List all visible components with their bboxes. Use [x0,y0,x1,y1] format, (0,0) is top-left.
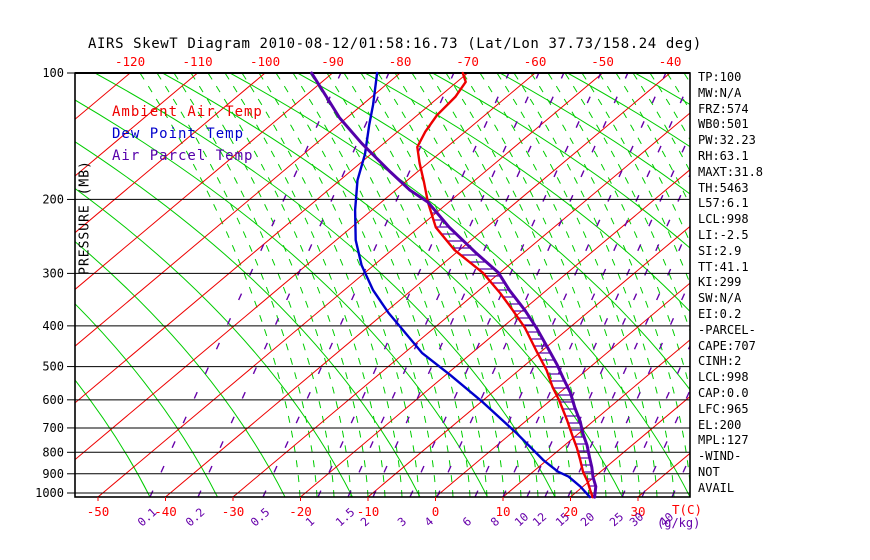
bottom-temp-tick-label: 30 [630,504,645,519]
pressure-tick-label: 300 [42,266,64,280]
plot-border [74,72,691,498]
pressure-tick-label: 400 [42,319,64,333]
pressure-tick-label: 600 [42,393,64,407]
mixing-ratio-tick-label: 20 [578,510,598,530]
pressure-tick-label: 200 [42,192,64,206]
legend-air-parcel-temp: Air Parcel Temp [112,148,254,164]
bottom-temp-tick-label: -20 [289,504,312,519]
mixing-ratio-tick-label: 1.5 [333,505,358,529]
top-temp-tick-label: -120 [115,54,145,69]
pressure-tick-label: 900 [42,467,64,481]
mixing-ratio-tick-label: 3 [395,514,410,529]
stat-line: EI:0.2 [698,306,742,321]
stat-line: RH:63.1 [698,148,749,163]
top-temp-tick-label: -50 [591,54,614,69]
pressure-tick-label: 500 [42,360,64,374]
pressure-tick-label: 1000 [35,486,64,500]
bottom-temp-tick-label: -10 [357,504,380,519]
stat-line: KI:299 [698,275,742,290]
bottom-temp-axis: -50 -40 -30 -20 -10 0 10 20 30 T(C) [87,497,702,519]
stat-line: NOT [698,464,720,479]
stat-line: MAXT:31.8 [698,164,764,179]
moist-adiabat-grid [139,73,690,497]
bottom-temp-tick-label: -50 [87,504,110,519]
stat-line: -PARCEL- [698,322,756,337]
stat-line: TP:100 [698,70,742,84]
top-temp-tick-label: -110 [183,54,213,69]
bottom-temp-tick-label: 0 [432,504,440,519]
legend-ambient-air-temp: Ambient Air Temp [112,104,263,120]
mixing-ratio-tick-label: 12 [530,510,550,530]
stat-line: LCL:998 [698,370,749,385]
mixing-ratio-tick-label: 25 [607,510,627,530]
stat-line: AVAIL [698,480,735,495]
stat-line: SI:2.9 [698,243,742,258]
stat-line: TT:41.1 [698,259,749,274]
top-temp-tick-label: -60 [524,54,547,69]
mixing-ratio-tick-label: 6 [460,514,475,529]
top-temp-tick-label: -90 [321,54,344,69]
top-temp-tick-label: -40 [659,54,682,69]
bottom-temp-tick-label: -40 [154,504,177,519]
mixing-ratio-tick-label: 0.5 [248,505,273,529]
pressure-tick-label: 700 [42,421,64,435]
stat-line: CAPE:707 [698,338,756,353]
mixing-ratio-tick-label: 10 [512,510,532,530]
air-parcel-temp-curve [310,71,598,499]
y-axis-title: PRESSURE (MB) [77,160,93,275]
stat-line: LI:-2.5 [698,227,749,242]
top-temp-tick-label: -100 [250,54,280,69]
bottom-temp-tick-label: 20 [563,504,578,519]
ambient-air-temp-curve [416,71,594,499]
chart-title: AIRS SkewT Diagram 2010-08-12/01:58:16.7… [88,36,702,52]
legend-dew-point-temp: Dew Point Temp [112,126,245,142]
top-temp-tick-label: -80 [389,54,412,69]
stats-panel: TP:100 MW:N/A FRZ:574 WB0:501 PW:32.23 RH:63.… [698,70,763,497]
mixing-ratio-unit-label: (g/kg) [657,516,700,530]
bottom-temp-tick-label: 10 [495,504,510,519]
stat-line: CAP:0.0 [698,385,749,400]
dew-point-temp-curve [353,71,592,499]
stat-line: L57:6.1 [698,196,749,211]
chart-legend: Ambient Air Temp Dew Point Temp Air Parc… [112,101,263,167]
pressure-tick-label: 100 [42,66,64,80]
stat-line: FRZ:574 [698,101,749,116]
pressure-tick-label: 800 [42,445,64,459]
stat-line: EL:200 [698,417,742,432]
bottom-temp-tick-label: -30 [222,504,245,519]
temp-axis-unit-label: T(C) [672,502,702,517]
mixing-ratio-tick-label: 0.2 [183,505,208,529]
stat-line: CINH:2 [698,354,742,369]
stat-line: MW:N/A [698,85,742,100]
stat-line: WB0:501 [698,117,749,132]
stat-line: LCL:998 [698,212,749,227]
stat-line: TH:5463 [698,180,749,195]
dry-adiabat-grid [75,73,690,497]
top-temp-tick-label: -70 [456,54,479,69]
stat-line: SW:N/A [698,291,742,306]
stat-line: -WIND- [698,449,742,464]
top-temp-axis: -120 -110 -100 -90 -80 -70 -60 -50 -40 [115,54,681,69]
stat-line: MPL:127 [698,433,749,448]
stat-line: LFC:965 [698,401,749,416]
isotherm-grid [75,73,690,497]
stat-line: PW:32.23 [698,133,756,148]
